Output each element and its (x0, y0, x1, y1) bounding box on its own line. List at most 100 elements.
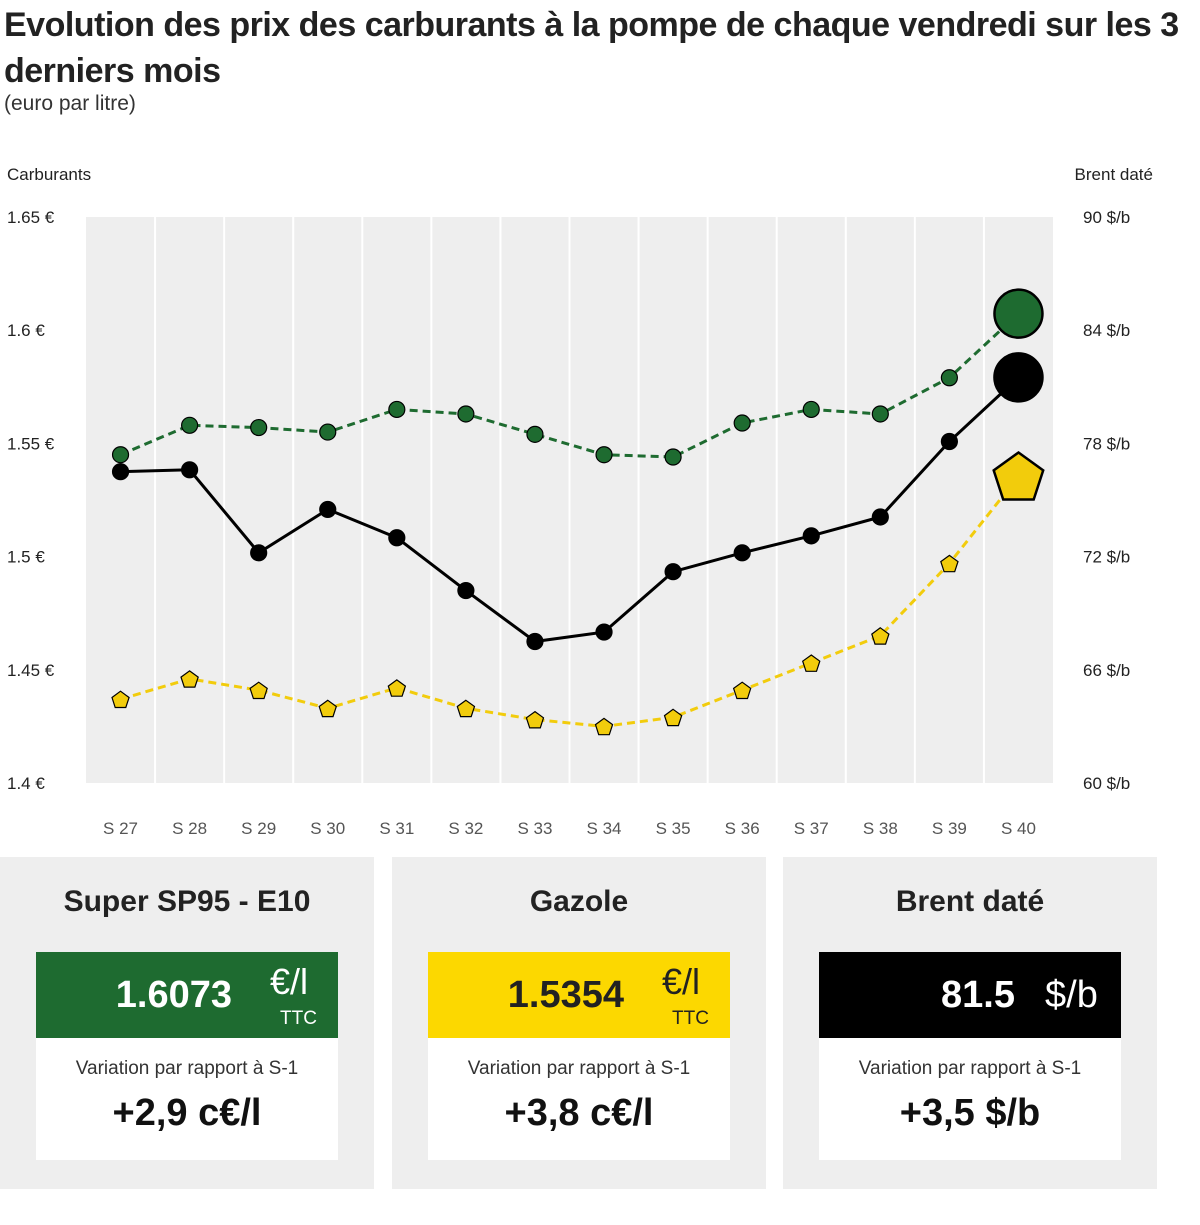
brent-variation: +3,5 $/b (899, 1092, 1041, 1134)
x-tick-label: S 33 (517, 819, 552, 838)
gazole-price: 1.5354 (507, 974, 624, 1016)
gazole-variation: +3,8 c€/l (504, 1092, 654, 1134)
data-point (801, 654, 821, 672)
data-point (457, 405, 475, 423)
data-point (940, 554, 959, 573)
series-line (119, 312, 1020, 459)
x-tick-label: S 27 (103, 819, 138, 838)
brent-variation-box: Variation par rapport à S-1 +3,5 $/b (819, 1038, 1121, 1160)
data-point (388, 529, 406, 547)
data-point (387, 679, 407, 697)
series-line (120, 475, 1020, 728)
right-tick-label: 90 $/b (1083, 208, 1130, 227)
right-tick-label: 60 $/b (1083, 774, 1130, 793)
data-point (594, 717, 614, 736)
data-point (940, 369, 958, 387)
series-gazole (111, 450, 1045, 736)
x-tick-label: S 39 (932, 819, 967, 838)
card-title: Brent daté (895, 885, 1045, 918)
variation-label: Variation par rapport à S-1 (75, 1058, 299, 1079)
left-tick-label: 1.65 € (7, 208, 55, 227)
data-point (250, 544, 268, 562)
data-point (595, 446, 613, 464)
left-tick-label: 1.45 € (7, 661, 55, 680)
data-point (664, 563, 682, 581)
x-tick-label: S 32 (448, 819, 483, 838)
data-point (111, 690, 130, 709)
x-tick-label: S 36 (725, 819, 760, 838)
gazole-unit-sub: TTC (672, 1008, 709, 1029)
brent-unit: $/b (1045, 974, 1098, 1016)
brent-price: 81.5 (941, 974, 1015, 1016)
card-gazole: Gazole 1.5354 €/l TTC Variation par rapp… (392, 857, 766, 1189)
card-brent: Brent daté 81.5 $/b Variation par rappor… (783, 857, 1157, 1189)
data-point (181, 461, 199, 479)
variation-label: Variation par rapport à S-1 (858, 1058, 1082, 1079)
fuel-price-chart: Carburants Brent daté 1.65 € 1.6 € 1.55 € 1… (7, 165, 1153, 838)
data-point (871, 405, 889, 423)
data-point (871, 508, 889, 526)
x-tick-label: S 30 (310, 819, 345, 838)
data-point (456, 699, 476, 718)
data-point (993, 352, 1044, 403)
right-tick-label: 84 $/b (1083, 321, 1130, 340)
data-point (181, 416, 199, 434)
data-point (802, 527, 820, 545)
data-point (802, 400, 820, 419)
card-title: Super SP95 - E10 (63, 885, 311, 918)
data-point (180, 670, 199, 688)
data-point (663, 708, 683, 727)
x-tick-label: S 29 (241, 819, 276, 838)
brent-price-box: 81.5 $/b (819, 952, 1121, 1038)
left-tick-label: 1.5 € (7, 548, 45, 567)
data-point (940, 432, 958, 451)
sp95-price-box: 1.6073 €/l TTC (36, 952, 338, 1038)
data-point (526, 632, 544, 651)
card-sp95: Super SP95 - E10 1.6073 €/l TTC Variatio… (0, 857, 374, 1189)
series-super-sp95-e10 (111, 288, 1044, 466)
left-tick-label: 1.4 € (7, 774, 45, 793)
data-point (319, 423, 337, 441)
chart-subtitle: (euro par litre) (4, 92, 136, 115)
data-point (733, 414, 751, 432)
data-point (992, 450, 1045, 501)
data-point (525, 710, 545, 729)
series-line (120, 376, 1020, 644)
series-brent-dat (111, 352, 1044, 651)
sp95-variation-box: Variation par rapport à S-1 +2,9 c€/l (36, 1038, 338, 1160)
data-point (871, 627, 890, 645)
x-tick-label: S 38 (863, 819, 898, 838)
data-point (318, 699, 338, 718)
sp95-unit: €/l (270, 961, 309, 1002)
sp95-unit-sub: TTC (280, 1008, 317, 1029)
x-tick-label: S 37 (794, 819, 829, 838)
data-point (250, 418, 268, 437)
x-tick-label: S 28 (172, 819, 207, 838)
gazole-unit: €/l (662, 961, 701, 1002)
x-tick-label: S 31 (379, 819, 414, 838)
sp95-price: 1.6073 (115, 974, 232, 1016)
data-point (111, 463, 130, 481)
left-tick-label: 1.55 € (7, 434, 55, 453)
left-axis-title: Carburants (7, 165, 91, 184)
gazole-price-box: 1.5354 €/l TTC (428, 952, 730, 1038)
data-point (732, 681, 752, 700)
x-tick-label: S 40 (1001, 819, 1036, 838)
right-axis-title: Brent daté (1075, 165, 1153, 184)
data-point (249, 681, 268, 700)
variation-label: Variation par rapport à S-1 (467, 1058, 691, 1079)
right-tick-label: 66 $/b (1083, 661, 1130, 680)
left-tick-label: 1.6 € (7, 321, 45, 340)
x-tick-label: S 35 (656, 819, 691, 838)
data-point (388, 400, 406, 419)
right-tick-label: 78 $/b (1083, 434, 1130, 453)
data-point (664, 448, 682, 466)
data-point (319, 500, 337, 519)
data-point (111, 446, 130, 464)
sp95-variation: +2,9 c€/l (112, 1092, 262, 1134)
data-point (526, 425, 544, 443)
chart-title: Evolution des prix des carburants à la p… (4, 6, 1179, 90)
data-point (595, 623, 613, 641)
card-title: Gazole (529, 885, 629, 918)
data-point (733, 544, 751, 562)
